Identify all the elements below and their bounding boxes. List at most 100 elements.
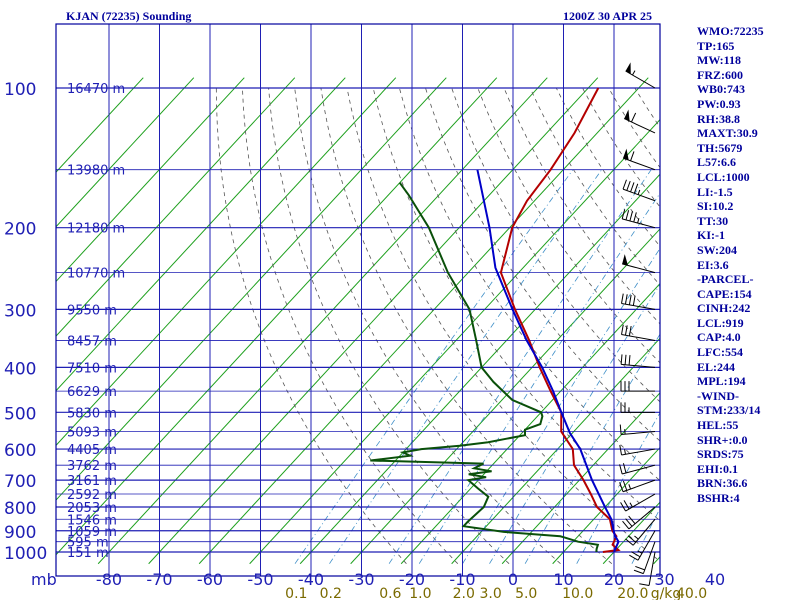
wind-barb-flag (621, 209, 626, 220)
isotherm-line (56, 77, 144, 173)
sounding-title: KJAN (72235) Sounding (66, 9, 192, 23)
wind-barb-pennant (623, 148, 629, 161)
wind-barb (619, 463, 656, 475)
sounding-time: 1200Z 30 APR 25 (563, 9, 653, 23)
wind-barb-flag (625, 210, 630, 221)
wind-barb-flag (626, 180, 631, 191)
wind-barb-staff (628, 506, 656, 530)
dry-adiabat-line (399, 87, 660, 482)
wind-barb (622, 506, 656, 530)
wind-barb-flag (639, 583, 650, 586)
wind-barb-half-flag (632, 70, 636, 76)
wind-barb-flag (633, 569, 644, 575)
height-label: 12180 m (67, 222, 125, 237)
height-label: 10770 m (67, 267, 125, 282)
index-item: CAP:4.0 (697, 330, 741, 345)
wind-barb-half-flag (624, 449, 626, 455)
wind-barb-pennant (622, 254, 628, 266)
wind-barb (620, 354, 656, 368)
index-item: BRN:36.6 (697, 476, 748, 491)
wind-barb-pennant (624, 109, 630, 122)
mixing-ratio-label: g/kg (651, 586, 682, 600)
temperature-tick-label: -10 (449, 570, 475, 589)
wind-barb (623, 109, 656, 134)
temperature-tick-label: -50 (247, 570, 273, 589)
wind-barb-staff (622, 263, 656, 274)
wind-barb-staff (625, 493, 656, 512)
height-label: 2592 m (67, 488, 117, 503)
isotherm-line (56, 77, 346, 392)
mixing-ratio-label: 2.0 (453, 586, 475, 600)
wind-barb-half-flag (637, 189, 641, 195)
wind-barb-half-flag (629, 502, 633, 508)
wind-barb-half-flag (637, 550, 643, 554)
wind-barb-flag (624, 294, 628, 305)
index-item: WB0:743 (697, 82, 745, 97)
height-label: 9550 m (67, 303, 117, 318)
isotherm-line (249, 118, 660, 565)
temperature-tick-label: -60 (197, 570, 223, 589)
isotherm-line (97, 77, 548, 565)
index-item: RH:38.8 (697, 111, 740, 126)
wind-barb (619, 445, 656, 456)
pressure-tick-label: 800 (4, 499, 36, 519)
wind-barb (619, 424, 656, 435)
index-item: SRDS:75 (697, 447, 744, 462)
isotherm-line (56, 77, 296, 337)
wind-barb-staff (625, 70, 656, 89)
pressure-tick-label: 300 (4, 301, 36, 321)
background-grid (56, 24, 660, 576)
wind-barb (622, 254, 656, 274)
height-label: 6629 m (67, 385, 117, 400)
pressure-unit-label: mb (31, 570, 57, 589)
mixing-ratio-line (329, 169, 603, 564)
index-item: SHR+:0.0 (697, 432, 748, 447)
isotherm-line (148, 77, 599, 565)
wind-barb (620, 402, 655, 413)
index-item: LFC:554 (697, 345, 743, 360)
wind-barb-staff (622, 188, 656, 202)
mixing-ratio-label: 0.1 (285, 586, 307, 600)
mixing-ratio-label: 0.2 (320, 586, 342, 600)
wind-barb-flag (632, 295, 636, 306)
height-label: 4405 m (67, 443, 117, 458)
index-item: TP:165 (697, 38, 735, 53)
wind-barb-staff (637, 530, 656, 561)
wind-barb (622, 179, 656, 202)
mixing-ratio-line (489, 283, 660, 564)
wind-barb-flag (622, 179, 627, 190)
isotherm-line (56, 77, 195, 228)
wind-barb-flag (625, 538, 634, 546)
wind-barb-staff (622, 464, 656, 475)
sounding-traces (370, 87, 621, 553)
isotherm-line (56, 77, 447, 501)
height-label: 5093 m (67, 426, 117, 441)
isotherm-line (56, 77, 245, 283)
height-label: 7510 m (67, 361, 117, 376)
pressure-tick-label: 100 (4, 80, 36, 100)
index-item: CINH:242 (697, 301, 751, 316)
wind-barb-flag (622, 480, 628, 491)
wind-barb-half-flag (628, 484, 632, 490)
wind-barb-staff (621, 431, 656, 435)
index-item: EHI:0.1 (697, 461, 739, 476)
index-item: BSHR:4 (697, 491, 740, 505)
isotherm-line (299, 173, 660, 565)
mixing-ratio-line (418, 192, 660, 564)
wind-barb-flag (623, 500, 630, 510)
wind-barb-staff (621, 363, 656, 368)
wind-barb-flag (619, 445, 623, 456)
wind-barb-flag (621, 293, 624, 304)
wind-barb-staff (622, 479, 656, 493)
wind-barb (621, 209, 656, 229)
index-item: WMO:72235 (697, 24, 764, 38)
wind-barb-flag (635, 565, 645, 571)
wind-barb-flag (630, 182, 635, 193)
wind-barb (619, 479, 656, 493)
index-item: TT:30 (697, 213, 729, 228)
wind-barb-pennant (625, 62, 631, 74)
wind-barbs (619, 62, 656, 586)
index-item: L57:6.6 (697, 155, 736, 170)
wind-barb (621, 324, 656, 341)
wind-barb-flag (630, 112, 637, 123)
